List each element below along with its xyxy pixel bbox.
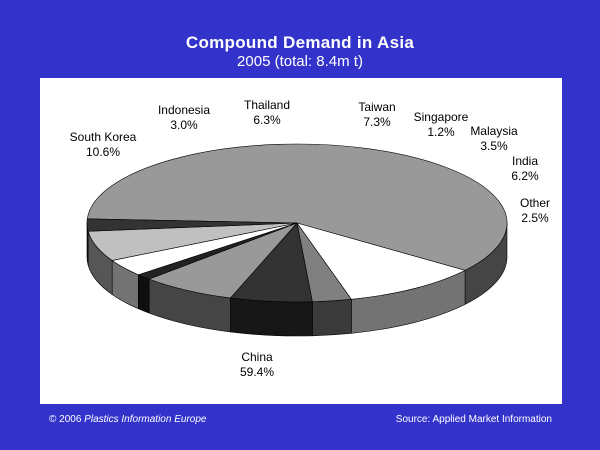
chart-title: Compound Demand in Asia (185, 33, 415, 52)
slice-label-south-korea: South Korea 10.6% (70, 130, 137, 159)
slice-percent: 2.5% (521, 211, 549, 225)
slice-name: Taiwan (358, 100, 395, 114)
slice-name: Other (520, 196, 550, 210)
chart-panel: China 59.4% South Korea 10.6% Indonesia 3.0% T… (40, 78, 562, 404)
slice-percent: 6.3% (253, 113, 281, 127)
pie-top (86, 143, 508, 303)
pie-side-singapore (138, 274, 150, 314)
pie-side-thailand (230, 297, 313, 337)
slice-percent: 7.3% (363, 115, 391, 129)
slice-percent: 59.4% (240, 365, 274, 379)
pie-chart: China 59.4% South Korea 10.6% Indonesia 3.0% T… (70, 98, 550, 379)
slice-label-singapore: Singapore 1.2% (414, 110, 469, 139)
slice-name: India (512, 154, 538, 168)
pie-slice-south-korea (296, 222, 466, 300)
pie-slice-other (86, 218, 298, 232)
slice-percent: 3.5% (480, 139, 508, 153)
slice-label-india: India 6.2% (511, 154, 539, 183)
slice-name: Singapore (414, 110, 469, 124)
slice-label-other: Other 2.5% (520, 196, 550, 225)
copyright-notice: © 2006 Plastics Information Europe (49, 414, 206, 425)
slice-name: South Korea (70, 130, 137, 144)
copyright-prefix: © 2006 (49, 414, 85, 425)
slice-name: China (241, 350, 273, 364)
slice-label-malaysia: Malaysia 3.5% (470, 124, 518, 153)
pie-sides (86, 222, 508, 337)
slice-percent: 10.6% (86, 145, 120, 159)
pie-side-indonesia (312, 298, 352, 337)
slice-label-indonesia: Indonesia 3.0% (158, 103, 210, 132)
copyright-owner: Plastics Information Europe (84, 414, 207, 425)
slice-percent: 6.2% (511, 169, 539, 183)
slice-name: Indonesia (158, 103, 210, 117)
pie-labels: China 59.4% South Korea 10.6% Indonesia 3.0% T… (70, 98, 550, 379)
slice-name: Malaysia (470, 124, 518, 138)
slice-label-taiwan: Taiwan 7.3% (358, 100, 395, 129)
chart-subtitle: 2005 (total: 8.4m t) (237, 53, 363, 70)
slice-percent: 3.0% (170, 118, 198, 132)
pie-slice-china (86, 143, 508, 271)
slice-label-thailand: Thailand 6.3% (244, 98, 290, 127)
source-note: Source: Applied Market Information (395, 414, 552, 425)
slice-label-china: China 59.4% (240, 350, 274, 379)
slice-percent: 1.2% (427, 125, 455, 139)
slice-name: Thailand (244, 98, 290, 112)
